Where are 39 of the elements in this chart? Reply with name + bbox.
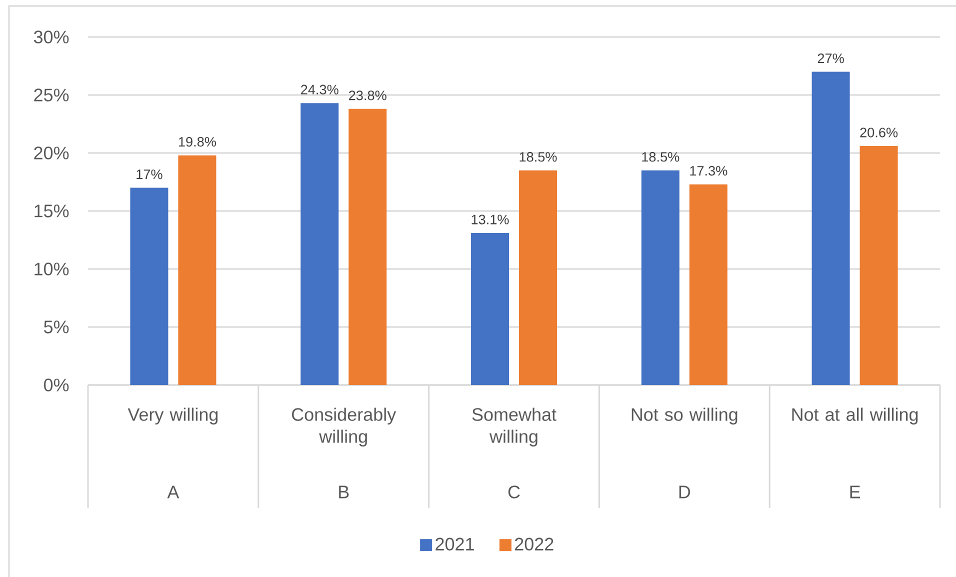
y-tick-label: 30% [34,30,69,44]
data-label: 24.3% [301,84,338,94]
x-tick-label: Considerably willing [292,408,396,446]
y-tick-label: 0% [44,378,69,392]
text: D [679,486,690,498]
y-tick-label: 15% [34,204,69,218]
bar [860,146,898,385]
y-tick-label: 25% [34,88,69,102]
data-label: 17% [136,170,162,180]
legend-label: 2022 [515,538,554,551]
data-label: 17.3% [690,166,728,176]
x-tick-label: Not at all willing [792,408,918,424]
data-label: 23.8% [349,90,386,100]
x-tick-label: Somewhat willing [472,408,556,446]
x-tick-label: Not so willing [632,408,738,424]
bar [519,170,558,385]
text: A [167,486,180,498]
data-label: 13.1% [472,214,509,224]
bar [300,103,339,385]
data-label: 20.6% [860,128,898,138]
bar [130,188,168,385]
text: B [339,486,349,498]
bar [812,72,850,385]
y-tick-label: 5% [44,320,69,334]
legend-label: 2021 [436,538,474,551]
text: C [508,486,520,498]
bar [471,233,510,385]
y-tick-label: 10% [34,262,69,276]
bar [178,155,216,385]
data-label: 18.5% [520,152,557,162]
data-label: 19.8% [178,136,216,147]
x-tick-label: Very willing [128,408,218,424]
text: E [850,486,860,498]
data-label: 18.5% [642,152,680,162]
bar [641,170,680,385]
bar [348,108,387,385]
bar [689,184,728,385]
y-tick-label: 20% [34,146,69,160]
data-label: 27% [818,54,844,64]
